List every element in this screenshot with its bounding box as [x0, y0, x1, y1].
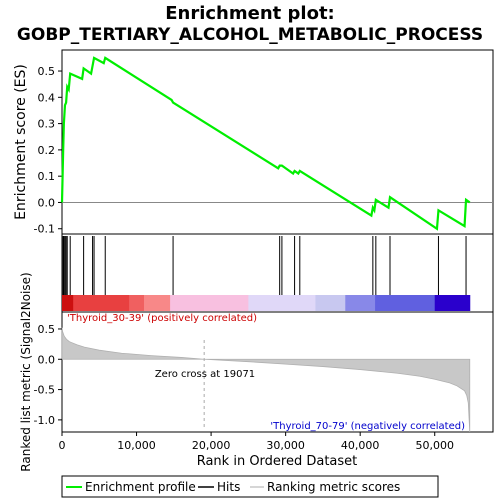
colorbar-segment: [345, 295, 376, 311]
es-y-tick-label: 0.0: [38, 196, 56, 209]
x-axis-ticks: 0 10,000 20,000 30,000 40,000 50,000: [59, 432, 454, 452]
metric-y-tick-label: 0.5: [38, 323, 56, 336]
negative-class-label: 'Thyroid_70-79' (negatively correlated): [270, 421, 465, 432]
x-tick-label: 0: [59, 439, 66, 452]
colorbar-segment: [434, 295, 471, 311]
es-y-tick-label: 0.2: [38, 144, 56, 157]
es-y-axis-ticks: -0.1 0.0 0.1 0.2 0.3 0.4 0.5: [34, 65, 62, 236]
es-panel-frame: [61, 49, 494, 235]
colorbar-segment: [144, 295, 171, 311]
es-series: [60, 56, 471, 231]
colorbar-segment: [62, 295, 74, 311]
title-line-2: GOBP_TERTIARY_ALCOHOL_METABOLIC_PROCESS: [17, 25, 483, 45]
metric-y-tick-label: -1.0: [34, 414, 55, 427]
x-axis-title: Rank in Ordered Dataset: [197, 454, 358, 469]
colorbar-segment: [170, 295, 249, 311]
title-line-1: Enrichment plot:: [165, 3, 335, 24]
colorbar-segment: [315, 295, 346, 311]
colorbar-segment: [375, 295, 436, 311]
metric-series: [61, 327, 471, 433]
metric-area: [61, 327, 471, 433]
colorbar-segment: [73, 295, 130, 311]
legend-es-label: Enrichment profile: [85, 480, 196, 494]
es-y-tick-label: 0.3: [38, 118, 56, 131]
x-tick-label: 40,000: [341, 439, 380, 452]
es-line: [60, 56, 471, 231]
es-y-tick-label: 0.1: [38, 170, 56, 183]
metric-y-axis-title: Ranked list metric (Signal2Noise): [19, 272, 33, 471]
x-tick-label: 50,000: [415, 439, 454, 452]
legend-hits-label: Hits: [217, 480, 240, 494]
es-y-tick-label: 0.4: [38, 91, 56, 104]
hits-series: [62, 236, 467, 295]
rank-colorbar: [62, 295, 471, 311]
x-tick-label: 30,000: [266, 439, 305, 452]
zero-cross-label: Zero cross at 19071: [155, 369, 255, 380]
es-y-axis-title: Enrichment score (ES): [13, 64, 29, 220]
es-y-tick-label: -0.1: [34, 223, 55, 236]
x-tick-label: 10,000: [117, 439, 156, 452]
metric-y-tick-label: 0.0: [38, 353, 56, 366]
positive-class-label: 'Thyroid_30-39' (positively correlated): [67, 313, 257, 324]
colorbar-segment: [129, 295, 145, 311]
colorbar-segment: [248, 295, 316, 311]
metric-y-axis-ticks: -1.0 -0.5 0.0 0.5: [34, 323, 62, 427]
legend-metric-label: Ranking metric scores: [267, 480, 400, 494]
metric-y-tick-label: -0.5: [34, 384, 55, 397]
x-tick-label: 20,000: [192, 439, 231, 452]
es-y-tick-label: 0.5: [38, 65, 56, 78]
